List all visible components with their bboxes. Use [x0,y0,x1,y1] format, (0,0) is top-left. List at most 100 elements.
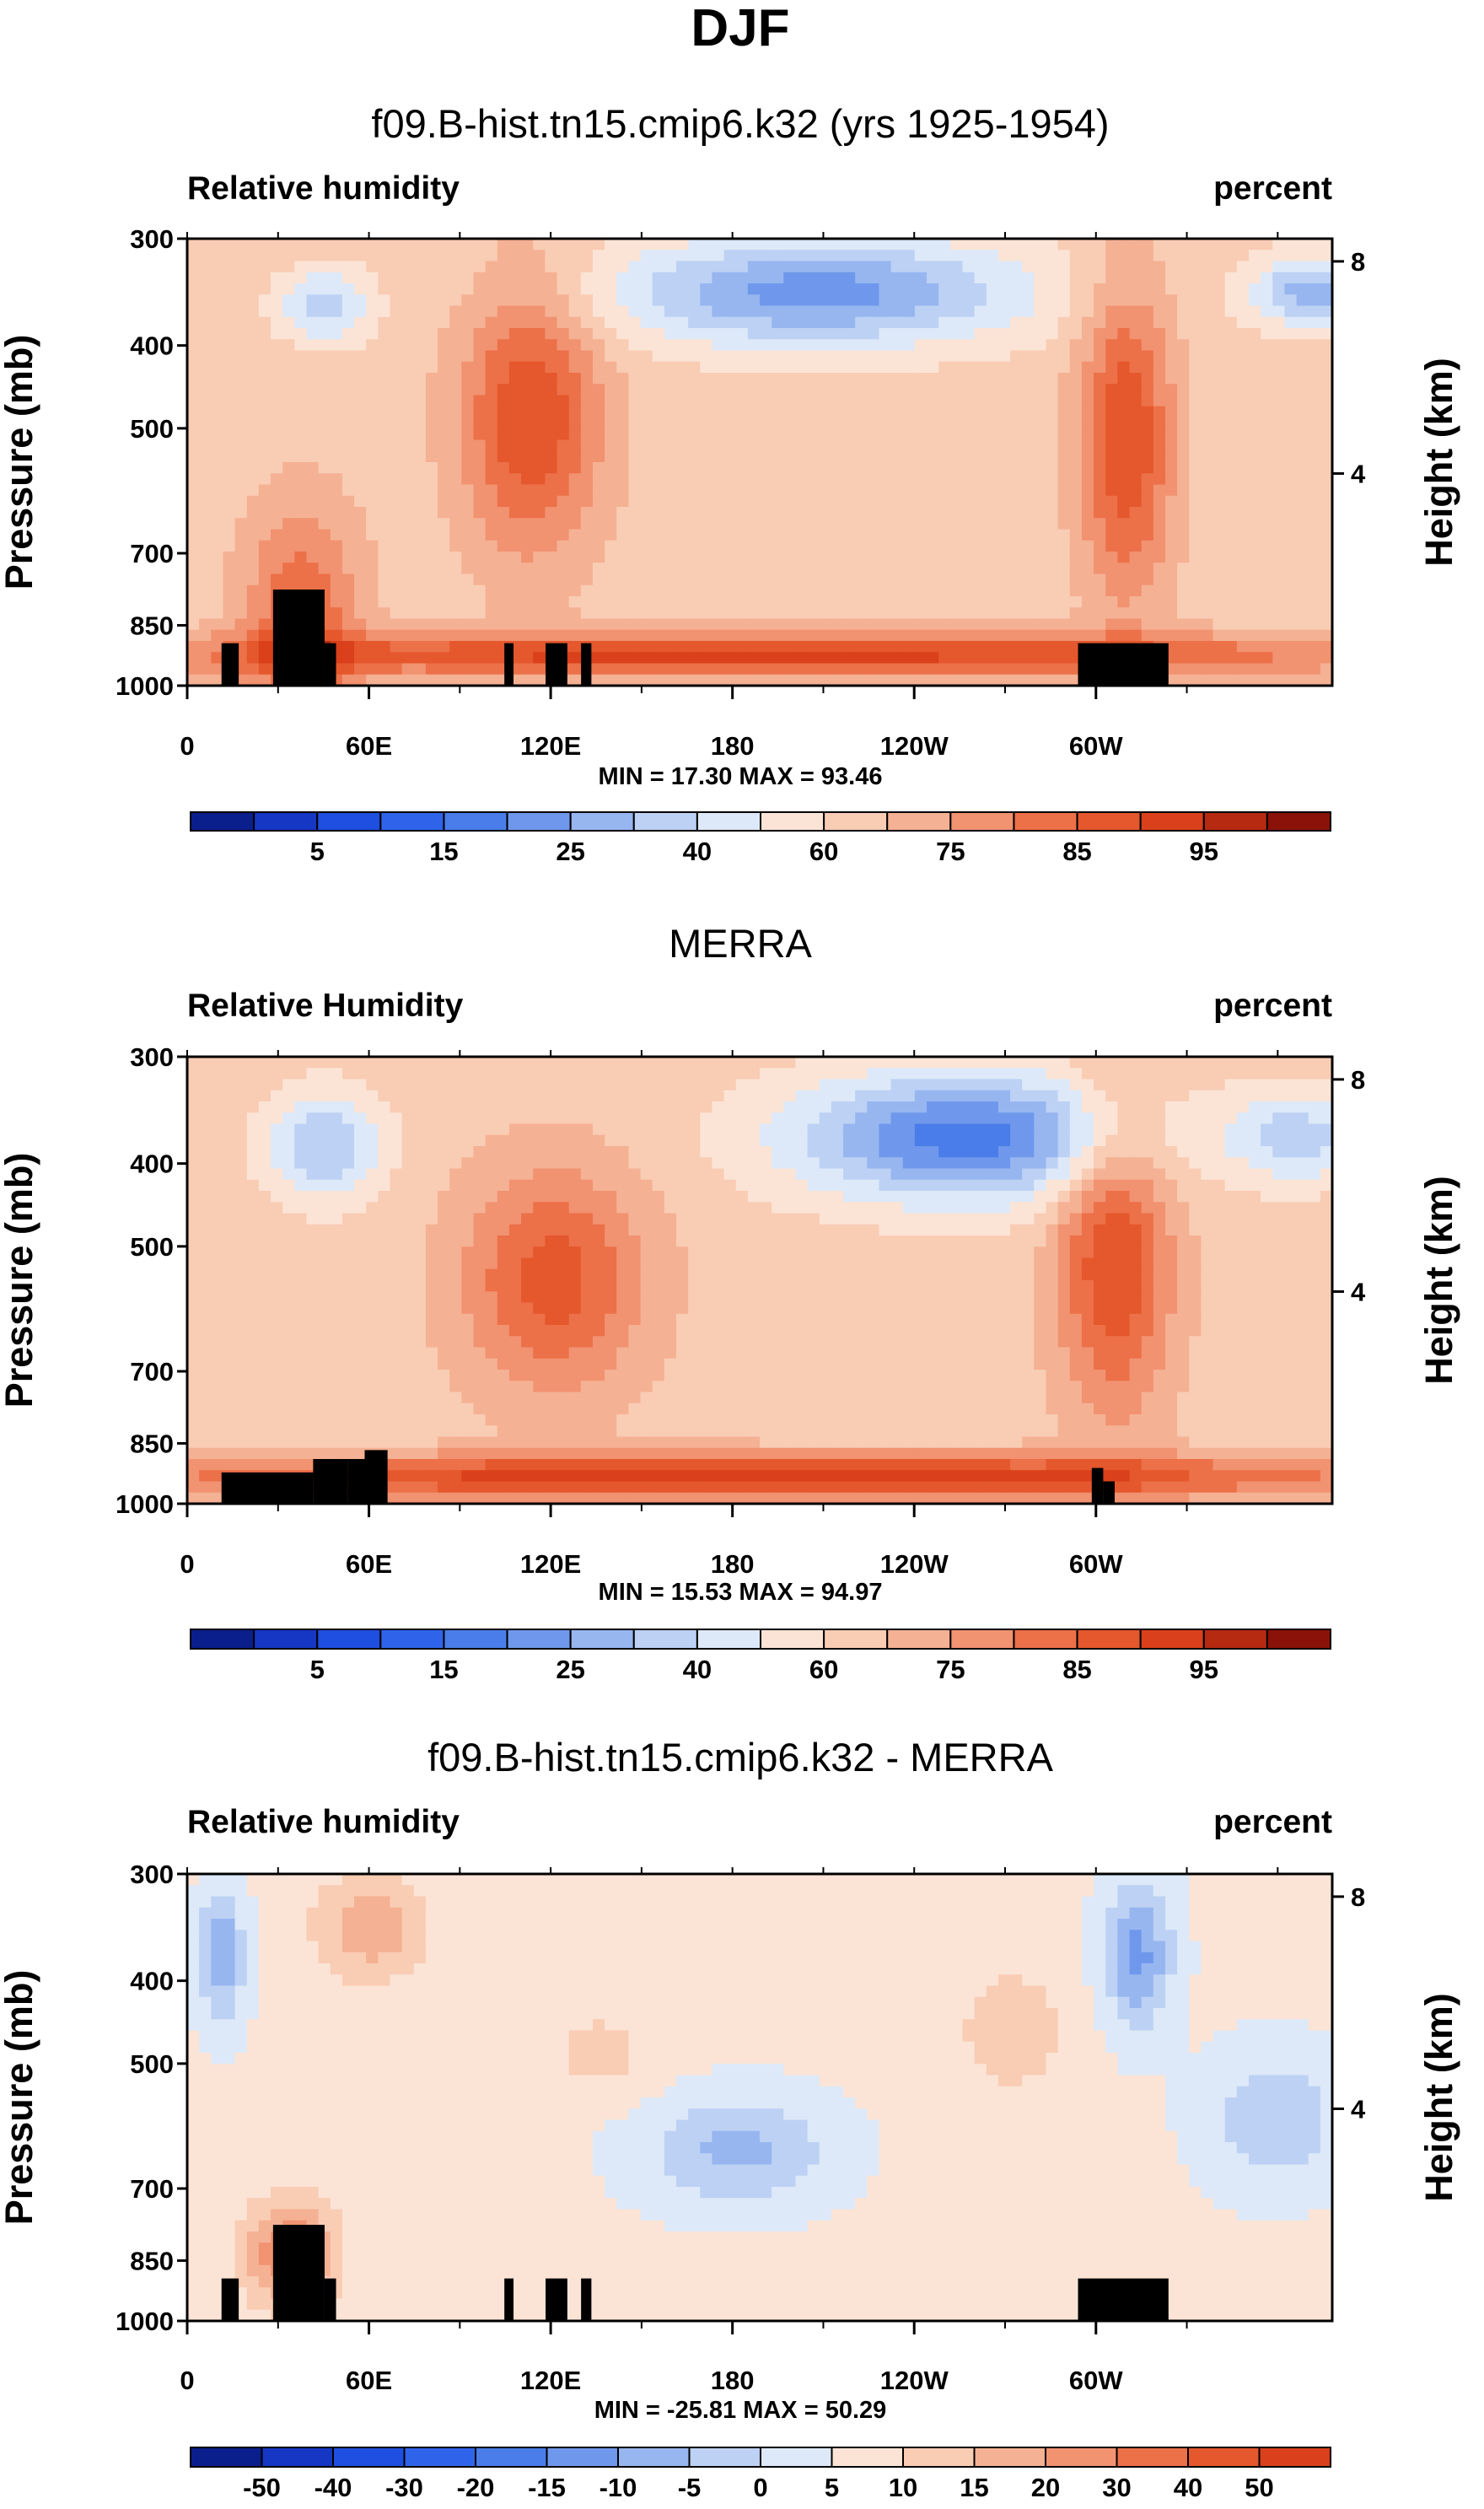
field-cell [1094,529,1106,541]
field-cell [1129,596,1143,608]
field-cell [258,239,272,250]
field-cell [485,406,498,418]
field-cell [628,417,642,429]
field-cell [950,596,964,608]
field-cell [747,250,761,262]
field-cell [783,305,797,318]
field-cell [867,584,880,597]
field-cell [211,250,224,262]
field-cell [438,250,450,262]
field-cell [556,384,570,396]
field-cell [485,239,498,250]
field-cell [843,462,856,474]
field-cell [306,305,320,318]
field-cell [605,283,617,295]
field-cell [234,473,248,486]
field-cell [1272,507,1286,519]
field-cell [568,652,582,665]
field-cell [688,1168,701,1181]
field-cell [1034,1112,1047,1125]
field-cell [616,1101,629,1113]
field-cell [1320,663,1332,676]
field-cell [545,1101,558,1113]
field-cell [568,316,582,329]
field-cell [199,1079,212,1091]
field-cell [1308,294,1321,307]
colorbar-box [379,811,445,832]
field-cell [1081,328,1094,340]
field-cell [712,618,725,631]
field-cell [1153,540,1166,552]
field-cell [723,618,737,631]
field-cell [819,339,832,352]
field-cell [234,384,248,396]
field-cell [485,1112,498,1125]
field-cell [1057,384,1071,396]
field-cell [461,294,475,307]
field-cell [211,641,224,653]
field-cell [1320,584,1332,597]
field-cell [341,1157,355,1170]
field-cell [652,518,665,530]
field-cell [425,1057,438,1069]
field-cell [938,361,951,374]
field-cell [211,361,224,374]
field-cell [1296,507,1309,519]
field-cell [211,417,224,429]
field-cell [675,1157,689,1170]
field-cell [1117,417,1131,429]
field-cell [760,1079,772,1091]
field-cell [282,552,295,563]
field-cell [1308,261,1321,273]
field-cell [1105,261,1118,273]
field-cell [879,439,892,452]
field-cell [199,328,212,340]
field-cell [616,1090,629,1102]
field-cell [664,439,677,452]
field-cell [628,674,642,686]
field-cell [246,428,260,441]
field-cell [378,618,391,631]
field-cell [1117,294,1131,307]
field-cell [831,607,844,620]
field-cell [497,283,510,295]
field-cell [1236,552,1250,563]
field-cell [675,350,689,363]
field-cell [950,1068,964,1080]
field-cell [521,339,534,352]
field-cell [234,294,248,307]
field-cell [223,361,236,374]
field-cell [986,629,999,642]
field-cell [533,373,546,385]
field-cell [223,450,236,463]
field-cell [795,1123,809,1136]
field-cell [366,1168,379,1181]
field-cell [413,406,427,418]
field-cell [592,1057,605,1069]
field-cell [855,384,868,396]
field-cell [902,350,916,363]
field-cell [1094,462,1106,474]
field-cell [902,1079,916,1091]
field-cell [974,439,987,452]
field-cell [747,563,761,575]
field-cell [378,305,391,318]
field-cell [485,584,498,597]
field-cell [962,462,976,474]
field-cell [902,1068,916,1080]
field-cell [449,573,462,586]
field-cell [1105,250,1118,262]
field-cell [640,428,653,441]
field-cell [533,283,546,295]
field-cell [1189,484,1202,497]
field-cell [592,584,605,597]
field-cell [497,540,510,552]
field-cell [1153,1101,1166,1113]
field-cell [568,495,582,508]
field-cell [795,450,809,463]
field-cell [485,1157,498,1170]
field-cell [783,1090,797,1102]
field-cell [294,1134,308,1147]
field-cell [1212,563,1226,575]
field-cell [831,563,844,575]
